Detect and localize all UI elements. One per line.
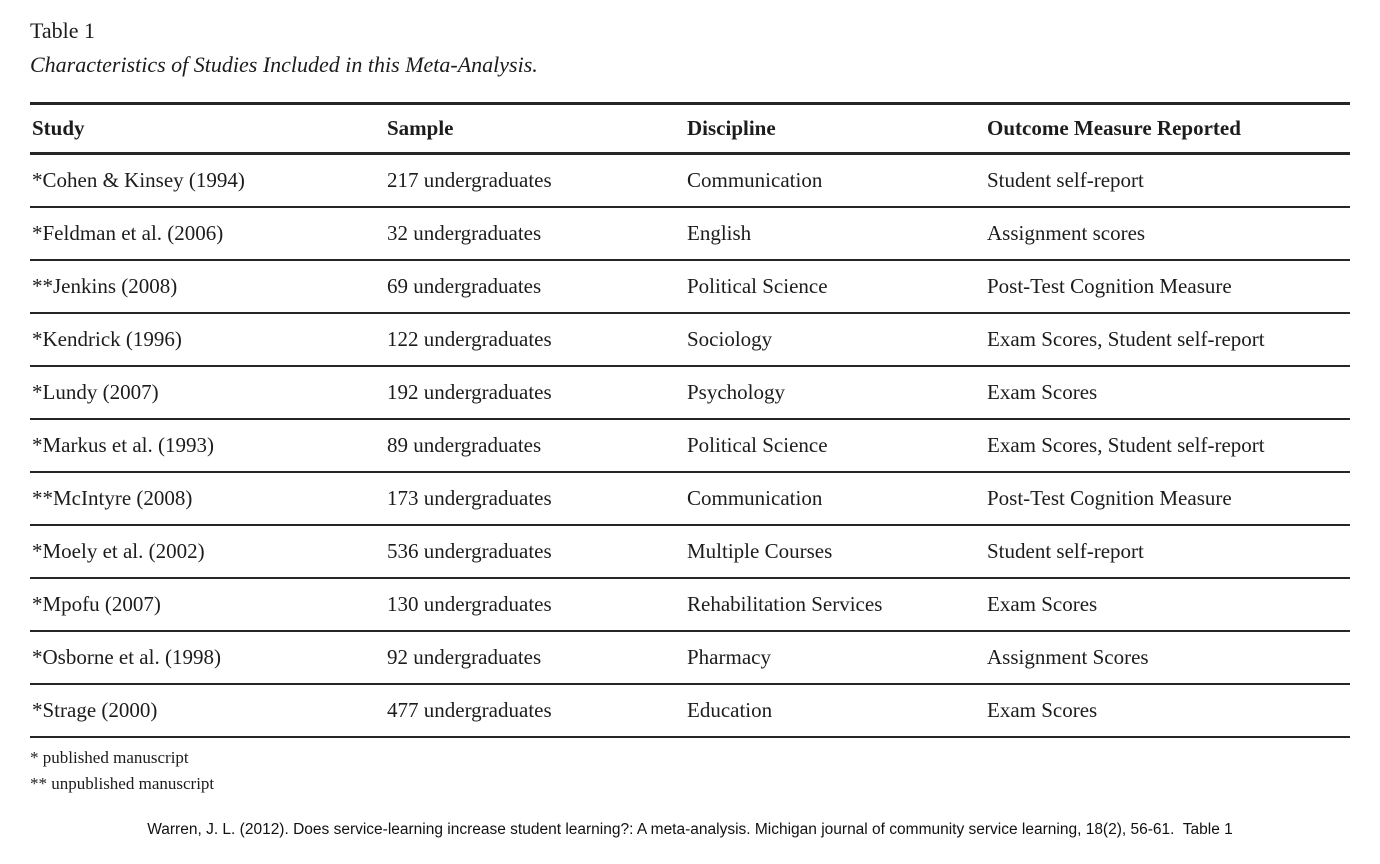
table-body: *Cohen & Kinsey (1994) 217 undergraduates… (30, 153, 1350, 738)
cell-sample: 92 undergraduates (385, 631, 685, 685)
table-row: *Lundy (2007) 192 undergraduates Psycholog… (30, 366, 1350, 420)
cell-sample: 32 undergraduates (385, 207, 685, 261)
cell-discipline: English (685, 207, 985, 261)
cell-sample: 536 undergraduates (385, 525, 685, 579)
table-row: **Jenkins (2008) 69 undergraduates Politic… (30, 260, 1350, 314)
column-header-sample: Sample (385, 103, 685, 155)
cell-discipline: Pharmacy (685, 631, 985, 685)
cell-study: *Strage (2000) (30, 684, 385, 738)
cell-discipline: Education (685, 684, 985, 738)
cell-study: *Osborne et al. (1998) (30, 631, 385, 685)
cell-study: *Markus et al. (1993) (30, 419, 385, 473)
cell-outcome: Assignment Scores (985, 631, 1350, 685)
cell-study: *Moely et al. (2002) (30, 525, 385, 579)
cell-discipline: Psychology (685, 366, 985, 420)
cell-sample: 130 undergraduates (385, 578, 685, 632)
cell-discipline: Communication (685, 472, 985, 526)
cell-study: *Lundy (2007) (30, 366, 385, 420)
table-row: *Markus et al. (1993) 89 undergraduates Po… (30, 419, 1350, 473)
cell-discipline: Communication (685, 153, 985, 208)
cell-study: **Jenkins (2008) (30, 260, 385, 314)
table-caption: Characteristics of Studies Included in t… (30, 52, 538, 77)
table-footnotes: * published manuscript ** unpublished ma… (30, 745, 1350, 797)
cell-sample: 477 undergraduates (385, 684, 685, 738)
column-header-outcome: Outcome Measure Reported (985, 103, 1350, 155)
cell-discipline: Political Science (685, 260, 985, 314)
footnote-published: * published manuscript (30, 748, 189, 767)
table-row: *Moely et al. (2002) 536 undergraduates Mu… (30, 525, 1350, 579)
citation-line: Warren, J. L. (2012). Does service-learn… (147, 821, 1233, 838)
cell-discipline: Multiple Courses (685, 525, 985, 579)
cell-discipline: Sociology (685, 313, 985, 367)
cell-outcome: Post-Test Cognition Measure (985, 472, 1350, 526)
cell-discipline: Political Science (685, 419, 985, 473)
cell-discipline: Rehabilitation Services (685, 578, 985, 632)
cell-outcome: Post-Test Cognition Measure (985, 260, 1350, 314)
cell-outcome: Exam Scores, Student self-report (985, 419, 1350, 473)
table-label: Table 1 (30, 18, 96, 43)
cell-outcome: Exam Scores, Student self-report (985, 313, 1350, 367)
cell-study: **McIntyre (2008) (30, 472, 385, 526)
cell-outcome: Exam Scores (985, 578, 1350, 632)
cell-study: *Cohen & Kinsey (1994) (30, 153, 385, 208)
cell-sample: 89 undergraduates (385, 419, 685, 473)
cell-sample: 122 undergraduates (385, 313, 685, 367)
studies-table: Study Sample Discipline Outcome Measure … (30, 102, 1350, 738)
cell-outcome: Student self-report (985, 153, 1350, 208)
cell-outcome: Student self-report (985, 525, 1350, 579)
cell-outcome: Exam Scores (985, 366, 1350, 420)
table-row: *Mpofu (2007) 130 undergraduates Rehabilit… (30, 578, 1350, 632)
column-header-discipline: Discipline (685, 103, 985, 155)
cell-study: *Mpofu (2007) (30, 578, 385, 632)
cell-sample: 192 undergraduates (385, 366, 685, 420)
table-row: *Strage (2000) 477 undergraduates Educatio… (30, 684, 1350, 738)
table-header-row: Study Sample Discipline Outcome Measure … (30, 103, 1350, 155)
table-row: *Cohen & Kinsey (1994) 217 undergraduates… (30, 153, 1350, 208)
column-header-study: Study (30, 103, 385, 155)
footnote-unpublished: ** unpublished manuscript (30, 774, 215, 793)
cell-study: *Kendrick (1996) (30, 313, 385, 367)
cell-outcome: Assignment scores (985, 207, 1350, 261)
cell-outcome: Exam Scores (985, 684, 1350, 738)
table-row: *Osborne et al. (1998) 92 undergraduates P… (30, 631, 1350, 685)
table-row: *Feldman et al. (2006) 32 undergraduates E… (30, 207, 1350, 261)
table-row: *Kendrick (1996) 122 undergraduates Sociol… (30, 313, 1350, 367)
cell-study: *Feldman et al. (2006) (30, 207, 385, 261)
cell-sample: 69 undergraduates (385, 260, 685, 314)
table-row: **McIntyre (2008) 173 undergraduates Commu… (30, 472, 1350, 526)
cell-sample: 173 undergraduates (385, 472, 685, 526)
cell-sample: 217 undergraduates (385, 153, 685, 208)
